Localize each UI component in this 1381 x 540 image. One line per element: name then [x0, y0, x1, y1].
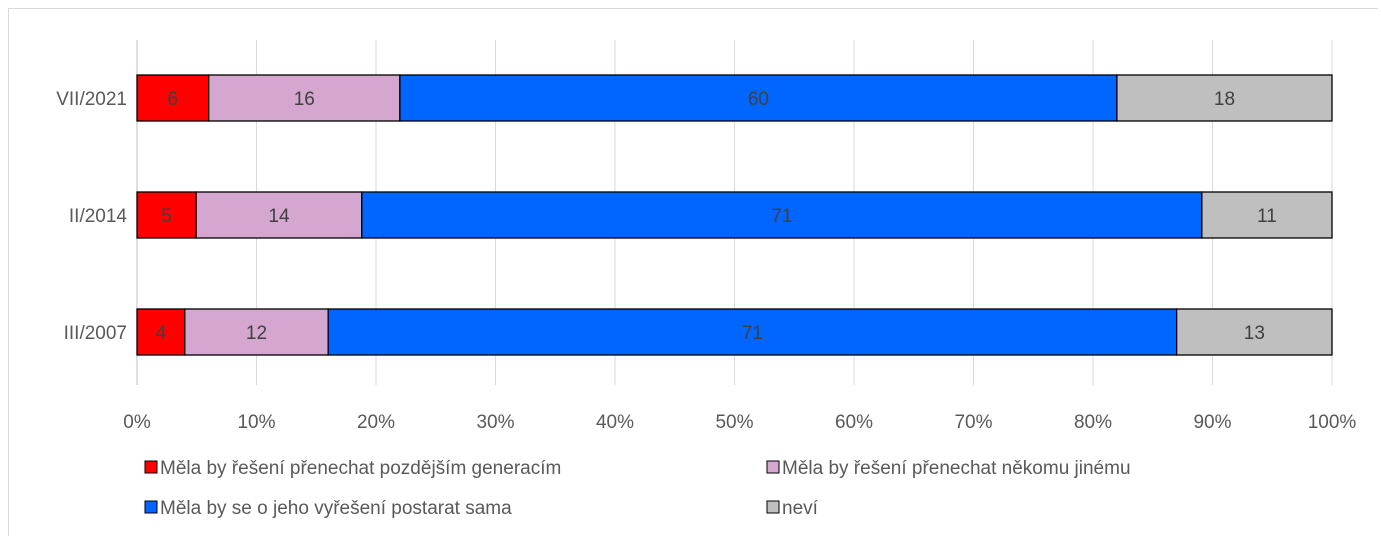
legend-label: Měla by řešení přenechat pozdějším gener…: [160, 458, 561, 479]
x-tick-label: 40%: [596, 412, 634, 433]
bar-segment: [361, 191, 1203, 239]
legend-label: Měla by se o jeho vyřešení postarat sama: [160, 498, 512, 519]
legend-label: neví: [782, 498, 819, 519]
x-tick-label: 60%: [835, 412, 873, 433]
data-label: 16: [294, 89, 315, 110]
bar-segment: [1116, 74, 1333, 122]
data-label: 60: [748, 89, 769, 110]
data-label: 12: [246, 323, 267, 344]
bar-segment: [136, 308, 186, 356]
category-label: VII/2021: [56, 89, 127, 110]
x-tick-label: 90%: [1193, 412, 1231, 433]
data-label: 71: [771, 206, 792, 227]
bar-segment: [327, 308, 1178, 356]
data-label: 13: [1244, 323, 1265, 344]
category-label: II/2014: [69, 206, 128, 227]
legend-swatch: [766, 460, 780, 474]
x-tick-label: 0%: [123, 412, 151, 433]
x-axis-ticks: 0% 10% 20% 30% 40% 50% 60% 70% 80% 90% 100%: [123, 412, 1356, 433]
data-label: 14: [268, 206, 290, 227]
bar-segment: [1201, 191, 1333, 239]
x-tick-label: 30%: [476, 412, 514, 433]
legend-label: Měla by řešení přenechat někomu jinému: [782, 458, 1131, 479]
x-tick-label: 20%: [357, 412, 395, 433]
bar-segment: [184, 308, 329, 356]
data-label: 5: [161, 206, 172, 227]
chart-frame: [8, 8, 1378, 536]
bar-segment: [195, 191, 363, 239]
x-tick-label: 70%: [954, 412, 992, 433]
legend-swatch: [766, 500, 780, 514]
category-labels: VII/2021 II/2014 III/2007: [56, 89, 127, 344]
data-label: 71: [742, 323, 763, 344]
data-label: 18: [1214, 89, 1235, 110]
x-tick-label: 80%: [1074, 412, 1112, 433]
bar-segment: [136, 74, 210, 122]
legend-swatch: [144, 500, 158, 514]
bar-segment: [208, 74, 401, 122]
x-tick-label: 50%: [715, 412, 753, 433]
x-tick-label: 100%: [1308, 412, 1357, 433]
legend: Měla by řešení přenechat pozdějším gener…: [144, 458, 1131, 519]
data-label: 4: [156, 323, 167, 344]
data-label: 6: [168, 89, 179, 110]
data-label: 11: [1257, 206, 1277, 227]
legend-swatch: [144, 460, 158, 474]
category-label: III/2007: [64, 323, 127, 344]
bar-segment: [1176, 308, 1333, 356]
bars: 6 16 60 18 5 14 71 11 4 12 71 13: [136, 74, 1333, 356]
bar-segment: [399, 74, 1118, 122]
x-tick-label: 10%: [237, 412, 275, 433]
